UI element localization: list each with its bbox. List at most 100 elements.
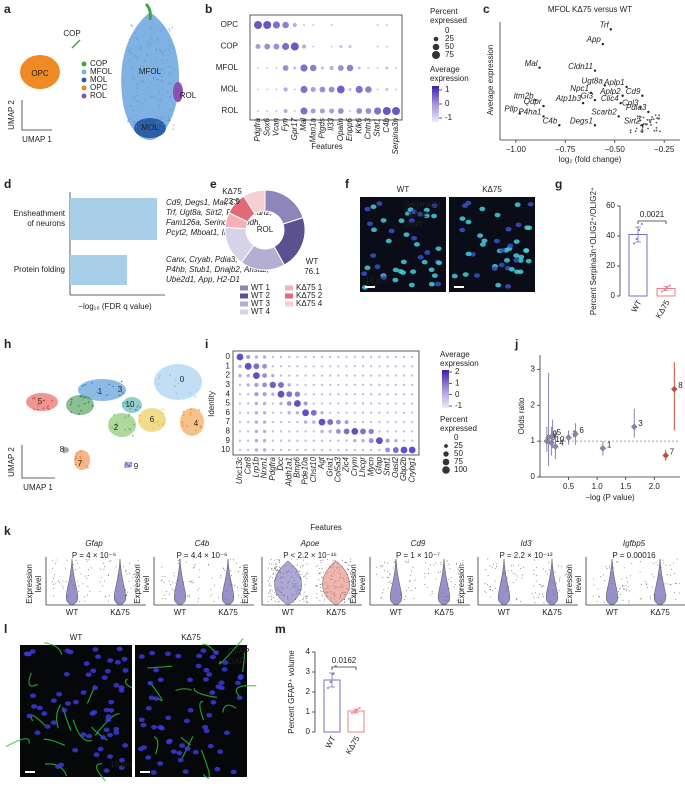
gene-label: Serpina3n (391, 117, 400, 154)
cell-point (268, 584, 270, 586)
cell-point (352, 593, 354, 595)
umap-cluster (154, 364, 202, 400)
cell-point (51, 581, 53, 583)
dot (365, 108, 372, 114)
nucleus (370, 204, 377, 210)
data-point (633, 242, 635, 245)
legend-swatch (81, 61, 87, 67)
nucleus (80, 690, 87, 695)
cell-point (491, 566, 493, 568)
dot (361, 374, 365, 377)
umap-cell (130, 66, 133, 69)
umap-cell (142, 65, 145, 67)
cell-point (350, 597, 352, 599)
cell-point (318, 573, 320, 575)
dot (296, 420, 299, 424)
cell-point (273, 569, 275, 571)
group-name: KΔ75 (222, 187, 242, 196)
cell-point (323, 598, 325, 600)
cell-point (462, 559, 464, 561)
umap-cell (70, 401, 73, 403)
y-tick-label: 0 (611, 291, 616, 300)
cell-point (625, 590, 627, 592)
umap-cell (128, 427, 130, 430)
p-value: P = 4 × 10⁻⁶ (72, 551, 116, 560)
nucleus (176, 750, 183, 756)
cell-point (405, 595, 407, 597)
cell-point (115, 566, 117, 568)
data-point (327, 687, 329, 689)
point (534, 98, 537, 102)
umap-cell (174, 379, 177, 381)
umap-cell (164, 126, 166, 129)
umap-label: OPC (31, 69, 49, 78)
cell-point (320, 590, 322, 592)
dot (279, 355, 283, 359)
dot (386, 374, 389, 377)
umap-cell (144, 98, 147, 101)
cell-point (565, 566, 567, 568)
row-label: 9 (226, 436, 231, 445)
y-tick-label: 2 (531, 400, 536, 409)
axis-label: UMAP 1 (23, 483, 53, 492)
dot (328, 429, 332, 434)
cell-point (279, 562, 281, 564)
cell-point (322, 559, 324, 561)
dot (238, 430, 242, 433)
nucleus (31, 704, 38, 709)
legend-title: expressed (440, 424, 477, 433)
cell-point (304, 584, 306, 586)
dot (320, 411, 324, 415)
umap-cell (159, 374, 161, 377)
cell-point (407, 559, 409, 561)
size-key-label: 75 (454, 457, 463, 466)
umap-cell (126, 463, 128, 465)
cell-point (592, 578, 594, 580)
cell-point (334, 560, 336, 562)
umap-cluster (122, 397, 142, 413)
cell-point (431, 591, 433, 593)
umap-cell (135, 408, 138, 411)
cell-point (389, 573, 391, 575)
cell-point (129, 573, 131, 575)
size-key (432, 43, 440, 51)
cell-point (510, 564, 512, 566)
point-label: Scarb2 (591, 108, 617, 117)
umap-cell (136, 83, 139, 86)
cell-point (627, 581, 629, 583)
cell-point (646, 587, 648, 589)
dot (392, 107, 400, 115)
y-tick-label: 0 (531, 472, 536, 481)
umap-cluster (78, 379, 126, 401)
dot (246, 411, 250, 415)
row-label: 8 (226, 427, 231, 436)
cell-point (268, 567, 270, 569)
cell-point (303, 600, 305, 602)
cell-point (554, 571, 556, 573)
row-label: COP (221, 42, 238, 51)
nucleus (236, 695, 243, 701)
cell-point (126, 591, 128, 593)
axis-label: UMAP 2 (7, 100, 16, 130)
dot (369, 420, 373, 424)
umap-cell (48, 408, 50, 410)
colorbar-label: 0 (445, 99, 450, 108)
umap-cell (160, 68, 163, 71)
dot (345, 439, 348, 442)
cell-point (83, 596, 85, 598)
umap-cell (158, 376, 161, 379)
umap-cell (182, 378, 184, 381)
astrocyte-process (44, 642, 63, 655)
nucleus (213, 650, 220, 655)
group-label: WT (174, 608, 187, 617)
dot (394, 430, 398, 433)
cell-point (63, 587, 65, 589)
point-label: Trf (600, 20, 610, 29)
dot (369, 448, 373, 452)
umap-cell (157, 420, 160, 423)
nucleus (507, 243, 514, 249)
dot (287, 355, 291, 359)
cell-point (53, 587, 55, 589)
dot (254, 392, 259, 397)
cell-point (407, 561, 409, 563)
